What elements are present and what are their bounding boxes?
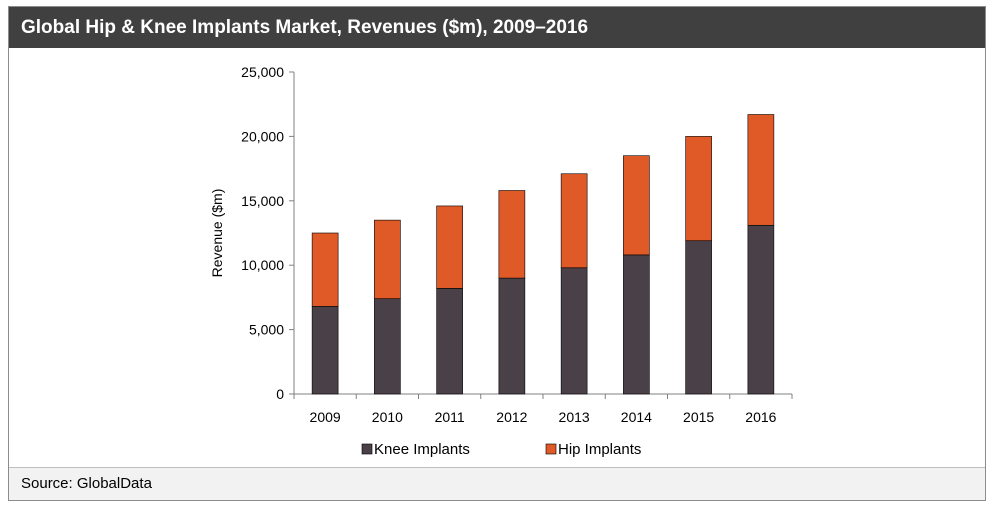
bar-knee-implants: [623, 254, 650, 395]
y-tick-label: 25,000: [241, 64, 284, 80]
legend-knee-implants-label: Knee Implants: [374, 441, 470, 458]
legend-hip-implants-swatch: [545, 443, 557, 455]
chart-title: Global Hip & Knee Implants Market, Reven…: [9, 7, 985, 48]
bar-knee-implants: [374, 298, 401, 395]
source-note: Source: GlobalData: [9, 467, 985, 500]
x-tick-label: 2010: [372, 409, 403, 425]
bar-knee-implants: [498, 277, 526, 395]
y-tick-label: 10,000: [241, 257, 284, 273]
bar-hip-implants: [747, 114, 775, 226]
y-tick-label: 0: [276, 386, 284, 402]
bar-hip-implants: [685, 136, 712, 242]
x-tick-label: 2014: [621, 409, 652, 425]
y-tick-label: 15,000: [241, 193, 284, 209]
bar-hip-implants: [311, 232, 339, 307]
x-tick-label: 2011: [435, 409, 465, 425]
bar-hip-implants: [436, 205, 463, 289]
bar-knee-implants: [560, 267, 588, 395]
bar-knee-implants: [685, 240, 712, 395]
chart-frame: Global Hip & Knee Implants Market, Reven…: [8, 6, 986, 501]
y-tick-label: 5,000: [249, 322, 284, 338]
y-tick-label: 20,000: [241, 128, 284, 144]
x-tick-label: 2009: [310, 409, 341, 425]
y-axis-label: Revenue ($m): [209, 189, 225, 278]
bar-hip-implants: [623, 155, 650, 256]
legend-hip-implants-label: Hip Implants: [558, 441, 641, 458]
x-tick-label: 2016: [745, 409, 776, 425]
bar-hip-implants: [374, 219, 401, 299]
bar-knee-implants: [311, 306, 339, 395]
bar-knee-implants: [436, 288, 463, 395]
x-tick-label: 2015: [683, 409, 714, 425]
legend-knee-implants-swatch: [361, 443, 373, 455]
bar-knee-implants: [747, 224, 775, 395]
x-tick-label: 2012: [496, 409, 527, 425]
bar-hip-implants: [560, 173, 588, 269]
bar-hip-implants: [498, 190, 526, 279]
x-tick-label: 2013: [559, 409, 590, 425]
